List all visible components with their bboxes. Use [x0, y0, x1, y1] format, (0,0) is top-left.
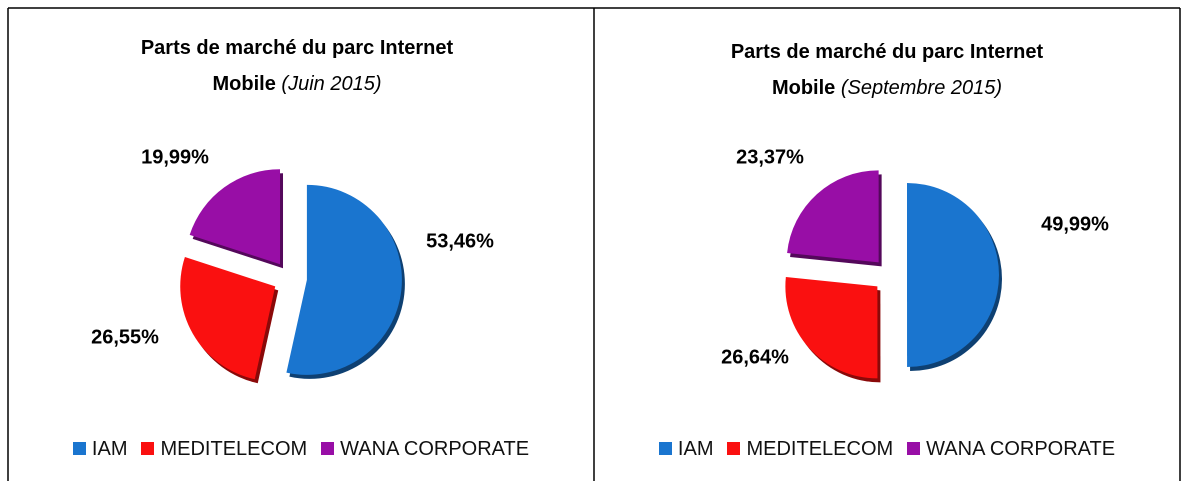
legend-item: IAM	[72, 438, 128, 461]
data-label: 49,99%	[1041, 213, 1109, 235]
data-label: 26,64%	[721, 346, 789, 368]
chart-title: Parts de marché du parc Internet Mobile …	[107, 30, 487, 102]
subtitle: (Septembre 2015)	[840, 77, 1003, 99]
data-label: 26,55%	[91, 326, 159, 348]
legend-swatch	[727, 442, 741, 455]
legend-swatch	[658, 442, 672, 455]
legend-label: MEDITELECOM	[160, 438, 308, 460]
slice	[787, 170, 879, 263]
slice	[180, 257, 276, 380]
slice	[189, 169, 281, 265]
legend-label: WANA CORPORATE	[340, 438, 530, 460]
legend-label: IAM	[91, 438, 128, 460]
subtitle: (Juin 2015)	[281, 73, 382, 95]
legend-item: WANA CORPORATE	[907, 438, 1115, 461]
legend-label: WANA CORPORATE	[926, 438, 1116, 460]
legend-label: MEDITELECOM	[746, 438, 894, 460]
legend: IAM MEDITELECOM WANA CORPORATE	[594, 438, 1180, 461]
slice	[907, 182, 999, 367]
legend-swatch	[141, 442, 155, 455]
legend-swatch	[321, 442, 335, 455]
legend-swatch	[907, 442, 921, 455]
legend-item: MEDITELECOM	[141, 438, 307, 461]
data-label: 19,99%	[141, 146, 209, 168]
legend-swatch	[72, 442, 86, 455]
legend: IAM MEDITELECOM WANA CORPORATE	[8, 438, 594, 461]
slice	[785, 276, 878, 379]
slice	[286, 184, 402, 375]
data-label: 53,46%	[426, 230, 494, 252]
legend-label: IAM	[677, 438, 714, 460]
legend-item: WANA CORPORATE	[321, 438, 529, 461]
legend-item: IAM	[658, 438, 714, 461]
title-text: Parts de marché du parc Internet Mobile	[730, 41, 1044, 99]
chart-title: Parts de marché du parc Internet Mobile …	[697, 34, 1077, 106]
data-label: 23,37%	[736, 146, 804, 168]
title-text: Parts de marché du parc Internet Mobile	[140, 37, 454, 95]
legend-item: MEDITELECOM	[727, 438, 893, 461]
